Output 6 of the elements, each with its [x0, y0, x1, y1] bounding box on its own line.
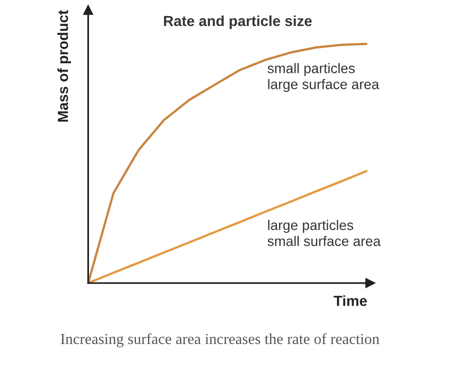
series-label: small particles large surface area: [268, 63, 380, 92]
series-label: large particles small surface area: [268, 220, 381, 246]
text: Increasing surface area increases the rate of reaction: [60, 333, 380, 348]
y-axis-title: Mass of product: [57, 10, 71, 122]
chart-title: Rate and particle size: [164, 15, 312, 30]
x-axis-title: Time: [334, 295, 367, 306]
